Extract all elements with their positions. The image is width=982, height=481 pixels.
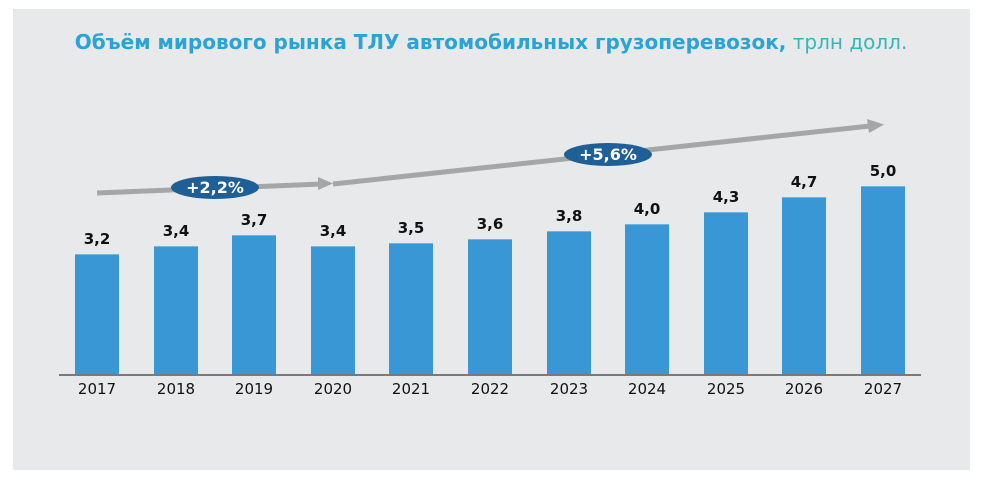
chart-title-main: Объём мирового рынка ТЛУ автомобильных г…	[74, 30, 787, 54]
x-tick-label: 2022	[470, 380, 510, 398]
bar-value-label: 3,7	[240, 211, 268, 229]
bar-value-label: 3,4	[319, 222, 347, 240]
x-tick-label: 2018	[156, 380, 196, 398]
x-tick-label: 2021	[391, 380, 431, 398]
x-tick-label: 2024	[627, 380, 667, 398]
x-tick-label: 2027	[863, 380, 903, 398]
bar-2022	[468, 239, 512, 375]
x-tick-label: 2026	[784, 380, 824, 398]
bar-2021	[389, 243, 433, 375]
bar-value-label: 4,3	[712, 188, 740, 206]
bar-value-label: 3,4	[162, 222, 190, 240]
x-axis-line	[59, 374, 921, 376]
bar-2024	[625, 224, 669, 375]
bar-value-label: 3,6	[476, 215, 504, 233]
bar-2025	[704, 212, 748, 375]
bar-value-label: 3,5	[397, 219, 425, 237]
bar-value-label: 3,8	[555, 207, 583, 225]
bar-2026	[782, 197, 826, 375]
cagr-badge-1: +2,2%	[171, 176, 259, 199]
x-tick-label: 2020	[313, 380, 353, 398]
bar-2019	[232, 235, 276, 375]
x-tick-label: 2019	[234, 380, 274, 398]
bar-value-label: 3,2	[83, 230, 111, 248]
bar-value-label: 4,7	[790, 173, 818, 191]
bar-2018	[154, 246, 198, 375]
bar-2023	[547, 231, 591, 375]
bar-2017	[75, 254, 119, 375]
x-tick-label: 2023	[549, 380, 589, 398]
bar-value-label: 5,0	[869, 162, 897, 180]
bar-2027	[861, 186, 905, 375]
chart-title-unit: трлн долл.	[792, 30, 908, 54]
chart-title: Объём мирового рынка ТЛУ автомобильных г…	[0, 30, 982, 54]
bar-2020	[311, 246, 355, 375]
x-tick-label: 2025	[706, 380, 746, 398]
bar-value-label: 4,0	[633, 200, 661, 218]
x-tick-label: 2017	[77, 380, 117, 398]
cagr-badge-2: +5,6%	[564, 143, 652, 166]
